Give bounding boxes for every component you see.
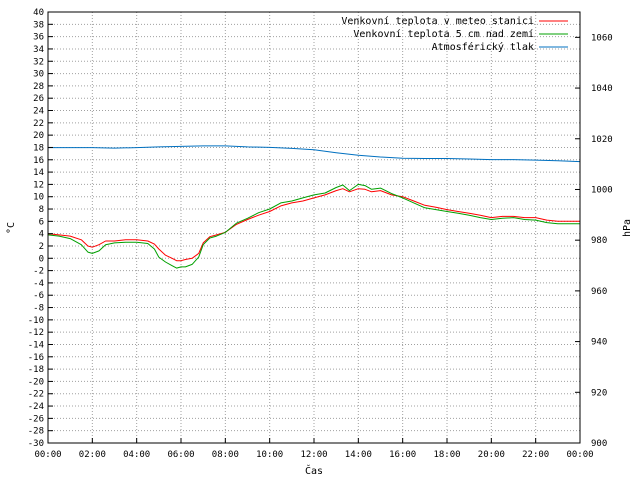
y-tick-label: -24 [28, 402, 44, 412]
y-tick-label: -20 [28, 377, 44, 387]
y-tick-label: -30 [28, 439, 44, 449]
y2-tick-label: 980 [591, 236, 607, 246]
y-tick-label: -12 [28, 328, 44, 338]
y2-tick-label: 1020 [591, 135, 613, 145]
y-tick-label: 16 [33, 156, 44, 166]
x-tick-label: 00:00 [566, 450, 593, 460]
y-tick-label: -18 [28, 365, 44, 375]
y-tick-label: -6 [33, 291, 44, 301]
x-tick-label: 20:00 [478, 450, 505, 460]
y2-tick-label: 920 [591, 388, 607, 398]
series-line-outdoor-temp [47, 188, 580, 262]
y-tick-label: 20 [33, 131, 44, 141]
x-tick-label: 16:00 [389, 450, 416, 460]
legend-label-ground-temp: Venkovní teplota 5 cm nad zemí [353, 28, 534, 40]
tick-labels: 4038363432302826242220181614121086420-2-… [28, 8, 613, 460]
y-axis-label: °C [6, 222, 17, 234]
y-tick-label: 38 [33, 20, 44, 30]
series-line-pressure [48, 145, 581, 163]
grid [47, 11, 581, 444]
y-tick-label: 32 [33, 57, 44, 67]
y-tick-label: 8 [39, 205, 44, 215]
legend-label-outdoor-temp: Venkovní teplota v meteo stanici [341, 15, 534, 27]
y-tick-label: -8 [33, 304, 44, 314]
y-tick-label: 6 [39, 217, 44, 227]
y-tick-label: 10 [33, 193, 44, 203]
y-tick-label: 0 [39, 254, 44, 264]
y2-tick-label: 1060 [591, 33, 613, 43]
x-tick-label: 10:00 [256, 450, 283, 460]
y-tick-label: -28 [28, 427, 44, 437]
y-tick-label: -2 [33, 267, 44, 277]
axis-ticks [47, 11, 581, 444]
y2-tick-label: 940 [591, 338, 607, 348]
legend: Venkovní teplota v meteo stanici Venkovn… [341, 15, 568, 53]
y-tick-label: -22 [28, 390, 44, 400]
x-tick-label: 06:00 [167, 450, 194, 460]
y2-tick-label: 1000 [591, 185, 613, 195]
y-tick-label: 4 [39, 230, 44, 240]
y-tick-label: 30 [33, 70, 44, 80]
x-tick-label: 02:00 [79, 450, 106, 460]
y-tick-label: 22 [33, 119, 44, 129]
y-tick-label: -26 [28, 414, 44, 424]
y-tick-label: 34 [33, 45, 44, 55]
y-tick-label: 2 [39, 242, 44, 252]
x-tick-label: 18:00 [433, 450, 460, 460]
y-tick-label: 12 [33, 180, 44, 190]
y-tick-label: -14 [28, 340, 44, 350]
y-tick-label: 36 [33, 33, 44, 43]
y-tick-label: 18 [33, 143, 44, 153]
x-tick-label: 14:00 [345, 450, 372, 460]
x-tick-label: 08:00 [212, 450, 239, 460]
y-tick-label: -10 [28, 316, 44, 326]
y-tick-label: -4 [33, 279, 44, 289]
series-line-ground-temp [47, 183, 580, 269]
legend-label-pressure: Atmosférický tlak [432, 41, 534, 53]
x-tick-label: 00:00 [34, 450, 61, 460]
y-tick-label: 26 [33, 94, 44, 104]
y2-tick-label: 960 [591, 287, 607, 297]
y-tick-label: 14 [33, 168, 44, 178]
x-tick-label: 12:00 [300, 450, 327, 460]
x-tick-label: 22:00 [522, 450, 549, 460]
y2-tick-label: 1040 [591, 84, 613, 94]
series-lines [47, 145, 581, 269]
x-axis-label: Čas [305, 464, 323, 477]
y-tick-label: 40 [33, 8, 44, 18]
y2-tick-label: 900 [591, 439, 607, 449]
y-tick-label: 24 [33, 107, 44, 117]
y2-axis-label: hPa [622, 219, 633, 237]
x-tick-label: 04:00 [123, 450, 150, 460]
y-tick-label: -16 [28, 353, 44, 363]
y-tick-label: 28 [33, 82, 44, 92]
